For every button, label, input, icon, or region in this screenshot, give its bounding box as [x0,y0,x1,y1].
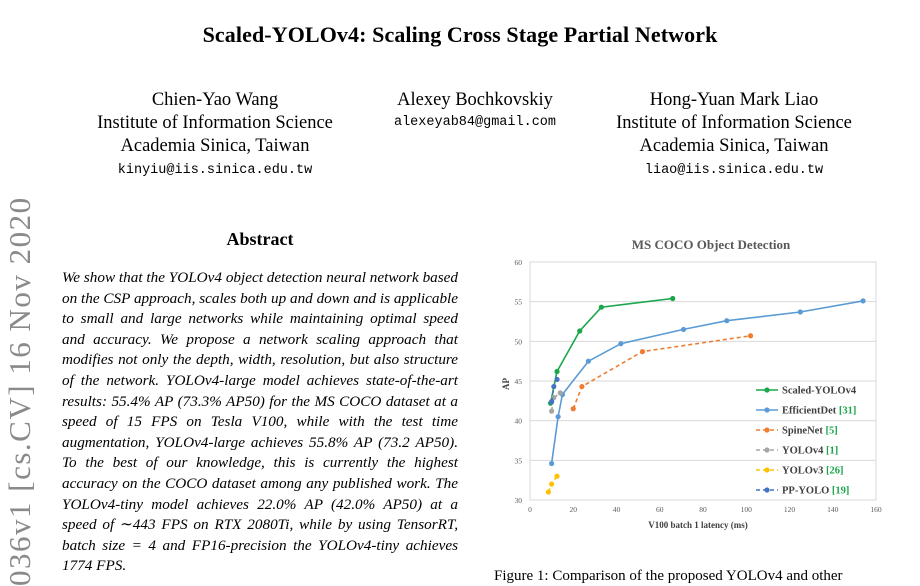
x-tick-label: 80 [699,505,707,514]
data-point-efficientdet [680,326,687,333]
legend-series-name: YOLOv3 [782,466,823,477]
legend-series-ref: [19] [829,486,849,497]
legend-label: PP-YOLO [19] [782,486,849,497]
legend-series-name: YOLOv4 [782,446,824,457]
author-email[interactable]: alexeyab84@gmail.com [393,115,557,130]
legend-series-ref: [26] [823,466,843,477]
author-name: Chien-Yao Wang [151,90,279,110]
data-point-spinenet [570,406,576,412]
figure-caption: Figure 1: Comparison of the proposed YOL… [494,568,843,584]
legend-swatch-dot [764,387,770,393]
legend-series-ref: [1] [823,446,838,457]
data-point-efficientdet [549,460,555,467]
legend-label: YOLOv3 [26] [782,466,844,477]
x-tick-label: 40 [613,505,621,514]
data-point-efficientdet [618,341,624,347]
x-tick-label: 0 [528,505,532,514]
legend-series-ref: [31] [836,406,856,417]
data-point-pp-yolo [549,399,555,405]
series-line-efficientdet [550,300,864,464]
x-tick-label: 60 [656,505,664,514]
coco-detection-chart: 30 35 40 45 50 55 60 0 20 40 60 80 100 120 140 160 MS CO… [488,230,898,550]
y-tick-label: 45 [515,377,523,386]
legend-swatch-dot [764,447,770,453]
y-tick-label: 55 [515,298,523,307]
data-point-efficientdet [585,358,591,364]
data-point-efficientdet [860,298,866,304]
data-point-pp-yolo [551,383,557,390]
arxiv-stamp: 036v1 [cs.CV] 16 Nov 2020 [2,196,37,586]
x-tick-label: 20 [570,505,578,514]
legend-series-ref: [5] [823,426,838,437]
paper-title: Scaled-YOLOv4: Scaling Cross Stage Parti… [202,22,718,47]
author-affiliation: Academia Sinica, Taiwan [639,136,829,156]
data-point-spinenet [579,383,585,390]
chart-title: MS COCO Object Detection [632,237,791,252]
data-point-yolov4 [557,390,563,396]
data-point-spinenet [747,333,754,339]
chart-svg: 30 35 40 45 50 55 60 0 20 40 60 80 100 120 140 160 MS CO… [501,237,882,530]
legend-label: EfficientDet [31] [782,406,856,417]
author-email[interactable]: liao@iis.sinica.edu.tw [644,163,824,178]
author-block-1: Chien-Yao Wang Institute of Information … [75,89,355,180]
data-point-yolov4 [549,408,555,414]
abstract-text: We show that the YOLOv4 object detection… [62,269,458,575]
series-line-spinenet [572,335,751,410]
legend-series-name: EfficientDet [782,406,837,417]
legend-swatch-dot [764,467,770,473]
data-point-yolov3 [549,481,555,487]
data-point-scaled-yolov4 [598,304,604,310]
legend-swatch-dot [764,487,770,493]
author-name: Hong-Yuan Mark Liao [649,90,819,110]
legend-series-name: Scaled-YOLOv4 [782,386,857,397]
y-axis-label: AP [501,378,511,390]
abstract-heading: Abstract [226,229,294,249]
author-block-2: Alexey Bochkovskiy alexeyab84@gmail.com [360,89,590,132]
data-point-yolov3 [554,473,560,479]
data-point-yolov3 [545,489,551,495]
x-tick-label: 160 [870,505,882,514]
author-name: Alexey Bochkovskiy [397,90,553,110]
x-axis-label: V100 batch 1 latency (ms) [648,520,748,530]
data-point-spinenet [639,349,646,355]
x-tick-label: 140 [827,505,839,514]
y-tick-label: 35 [515,456,523,465]
author-affiliation: Academia Sinica, Taiwan [120,136,310,156]
x-tick-label: 120 [784,505,796,514]
y-tick-label: 30 [515,496,523,505]
legend-swatch-dot [764,427,770,433]
data-point-scaled-yolov4 [554,368,560,375]
data-point-scaled-yolov4 [577,328,583,334]
legend-swatch-dot [764,407,770,413]
y-tick-label: 50 [515,337,523,346]
data-point-efficientdet [797,309,803,315]
author-email[interactable]: kinyiu@iis.sinica.edu.tw [117,163,313,178]
x-tick-label: 100 [741,505,753,514]
author-affiliation: Institute of Information Science [97,113,333,133]
data-point-efficientdet [555,414,561,420]
data-point-pp-yolo [554,376,560,383]
author-block-3: Hong-Yuan Mark Liao Institute of Informa… [594,89,874,180]
legend-label: Scaled-YOLOv4 [782,386,857,397]
legend-label: YOLOv4 [1] [782,446,838,457]
data-point-scaled-yolov4 [670,295,676,302]
legend-label: SpineNet [5] [782,426,838,437]
y-tick-label: 60 [515,258,523,267]
legend-series-name: SpineNet [782,426,823,437]
legend-series-name: PP-YOLO [782,486,829,497]
data-point-efficientdet [724,318,730,324]
author-affiliation: Institute of Information Science [616,113,852,133]
y-tick-label: 40 [515,417,523,426]
